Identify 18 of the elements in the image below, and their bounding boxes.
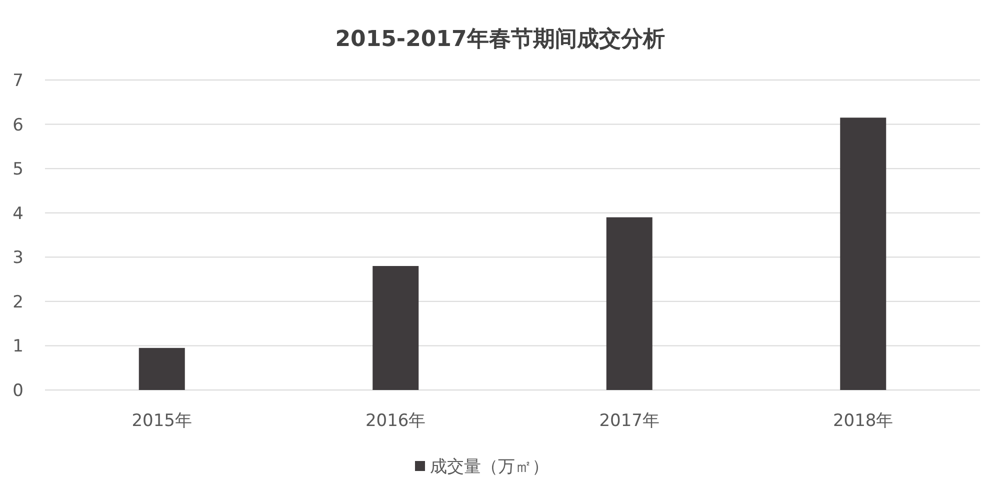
x-tick-label: 2015年 [132, 411, 192, 431]
bar [138, 348, 185, 390]
bar [372, 266, 419, 390]
y-tick-label: 6 [12, 115, 24, 136]
y-tick-label: 3 [12, 248, 24, 268]
y-tick-label: 2 [12, 292, 24, 312]
y-tick-label: 7 [12, 71, 24, 91]
x-tick-label: 2017年 [599, 411, 660, 431]
y-tick-label: 1 [12, 336, 24, 357]
y-tick-label: 4 [12, 204, 24, 224]
bar [840, 118, 886, 390]
y-tick-label: 0 [12, 381, 24, 401]
legend-label: 成交量（万㎡） [430, 457, 549, 477]
chart-title: 2015-2017年春节期间成交分析 [335, 26, 665, 52]
x-tick-label: 2016年 [365, 411, 426, 431]
x-tick-label: 2018年 [832, 411, 894, 431]
y-tick-label: 5 [12, 160, 24, 180]
bar [606, 217, 652, 390]
